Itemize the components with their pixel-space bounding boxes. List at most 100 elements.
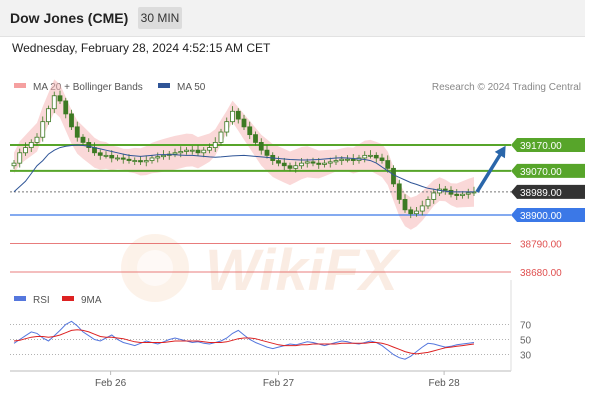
candle-body [149,157,155,161]
candle-body [132,160,138,162]
candle-body [414,210,419,215]
candle-body [454,193,460,196]
candle-body [195,149,201,154]
candle-body [224,121,230,133]
level-labels: 39170.00 39070.00 38989.00 38900.00 38790.00… [511,138,585,279]
level-text-5: 38680.00 [520,268,562,279]
chart-header: Dow Jones (CME) 30 MIN [0,0,585,37]
level-text-3: 38900.00 [520,211,562,222]
candle-body [402,199,408,211]
rsi-grid: 70 50 30 [10,320,532,362]
candle-body [172,152,178,155]
level-label-3: 38900.00 [511,207,585,222]
candle-body [379,157,385,161]
candle-body [373,154,379,159]
timestamp: Wednesday, February 28, 2024 4:52:15 AM … [12,41,271,55]
ma50-legend-swatch [158,83,170,88]
candle-body [11,162,17,167]
candle-body [442,188,448,191]
candle-body [178,151,184,154]
candle-body [86,142,92,148]
level-label-5: 38680.00 [520,268,562,279]
candle-body [34,136,40,143]
level-badge-1 [511,163,585,178]
candle-body [74,126,80,138]
ma50-legend-label: MA 50 [177,82,206,93]
instrument-title: Dow Jones (CME) [10,10,129,26]
arrow-shaft [475,149,505,193]
candle-body [201,149,207,154]
candle-body [408,209,414,215]
level-text-0: 39170.00 [520,141,562,152]
level-badge-2 [511,184,585,199]
candle-body [28,142,34,148]
rsi-line [13,320,475,360]
candle-body [276,160,281,164]
candle-body [212,142,218,148]
ma20-legend-swatch [14,83,26,88]
candle-body [115,157,120,160]
candle-body [425,199,431,207]
candle-body [253,134,258,143]
candle-body [120,157,126,160]
rsi-legend-label: RSI [33,295,50,306]
level-label-2: 38989.00 [511,184,585,199]
level-badge-3 [511,207,585,222]
timeframe-button[interactable]: 30 MIN [138,7,182,29]
candle-body [51,95,57,110]
x-tick-label-1: Feb 27 [263,378,295,389]
candle-body [103,154,109,157]
candle-body [327,161,333,164]
candle-body [419,205,425,212]
candle-body [281,162,287,167]
rsi-ma-line [13,329,475,355]
candle-body [63,100,69,115]
candle-body [350,158,356,161]
candle-body [264,149,270,156]
candle-body [69,113,74,128]
candle-body [396,183,402,200]
rsi-ma-legend-swatch [62,296,74,301]
x-ticks: Feb 26 Feb 27 Feb 28 [95,371,460,389]
candle-body [293,165,299,169]
arrow-head [494,145,506,159]
level-label-4: 38790.00 [520,239,562,250]
watermark-text: WikiFX [205,238,401,303]
candle-body [431,192,437,200]
candle-body [310,161,316,164]
candle-body [207,147,212,151]
candle-body [391,167,396,185]
candle-body [40,121,46,138]
candle-body [304,161,310,164]
candle-body [299,162,304,167]
candle-body [57,95,63,102]
x-tick-label-2: Feb 28 [429,378,461,389]
candle-body [448,189,454,195]
candle-body [138,160,143,163]
candle-body [97,152,103,156]
candle-body [80,136,86,143]
rsi-ma-legend-label: 9MA [81,295,102,306]
ma20-legend-label: MA 20 + Bollinger Bands [33,82,143,93]
candle-body [17,152,23,164]
candle-body [161,154,166,158]
candle-body [109,154,115,159]
candle-body [46,108,51,123]
rsi-tick-1: 50 [520,336,532,347]
candle-body [218,131,224,143]
candle-body [287,165,293,169]
candle-body [126,158,132,161]
level-text-4: 38790.00 [520,239,562,250]
level-text-1: 39070.00 [520,167,562,178]
candle-body [184,149,189,152]
candle-body [465,192,471,195]
candle-body [235,110,241,120]
candle-body [155,156,161,159]
rsi-tick-0: 70 [520,320,532,331]
level-label-0: 39170.00 [511,138,585,152]
wikifx-watermark: WikiFX [121,234,401,303]
level-label-1: 39070.00 [511,163,585,178]
forecast-arrow [475,145,506,193]
candle-body [345,158,350,161]
